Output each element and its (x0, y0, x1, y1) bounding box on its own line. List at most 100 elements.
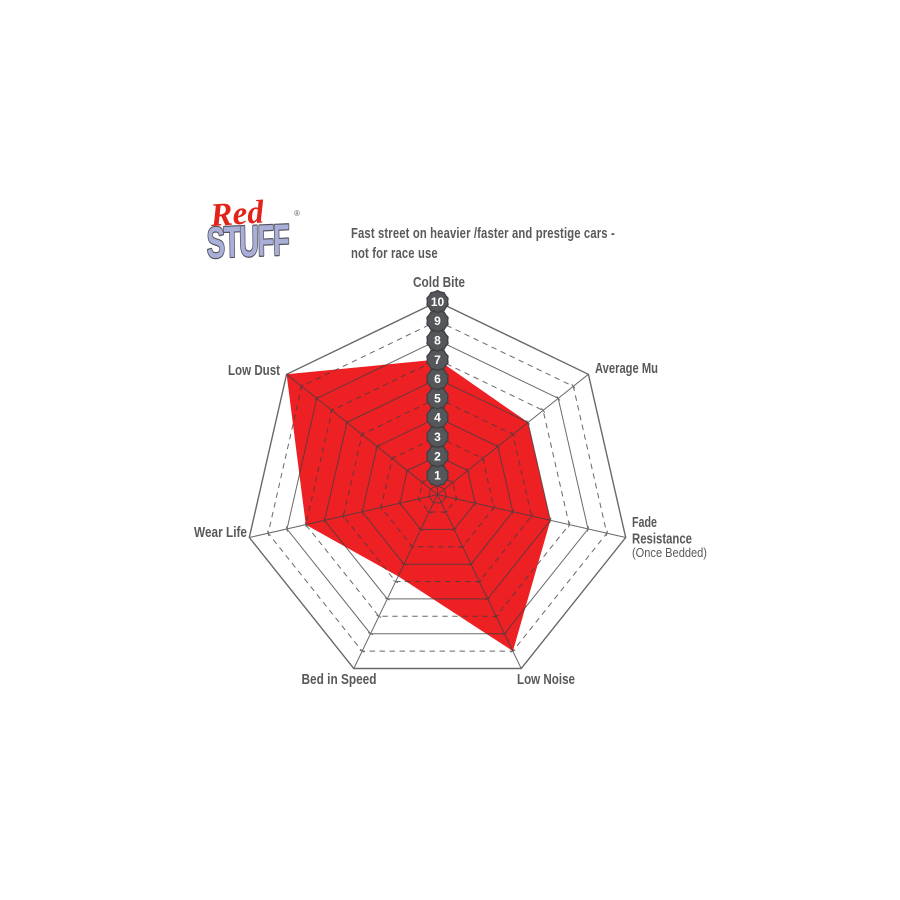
rating-polygon (286, 359, 551, 652)
scale-badge-10 (426, 289, 449, 314)
scale-badge-8 (426, 328, 449, 352)
ring-tick (541, 407, 546, 413)
ring-tick (344, 420, 349, 425)
ring-tick (587, 526, 590, 532)
ring-tick (420, 480, 425, 485)
ring-tick (480, 456, 485, 461)
ring-tick (493, 614, 499, 618)
ring-tick (465, 468, 470, 473)
axis-label-low-dust: Low Dust (228, 362, 280, 379)
ring-tick (474, 500, 477, 506)
grid-ring-7 (305, 358, 570, 617)
redstuff-logo: STUFF Red ® (201, 191, 321, 275)
scale-badge-2 (426, 444, 449, 468)
ring-tick (359, 649, 365, 653)
ring-tick (376, 614, 382, 618)
grid-ring-4 (361, 416, 514, 565)
ring-tick (549, 517, 552, 524)
ring-tick (571, 383, 576, 389)
ring-tick (304, 521, 307, 528)
ring-tick (285, 526, 288, 532)
ring-tick (426, 510, 432, 514)
ring-tick (495, 444, 500, 449)
axis-sublabel-fade-resistance: (Once Bedded) (632, 545, 707, 560)
grid-ring-2 (399, 455, 476, 530)
scale-badge-label-10: 10 (431, 295, 445, 309)
ring-tick (375, 444, 380, 449)
scale-badge-label-7: 7 (434, 353, 441, 367)
ring-tick (409, 545, 415, 549)
ring-tick (443, 510, 449, 514)
grid-ring-10 (248, 300, 627, 670)
ring-tick (568, 521, 571, 528)
ring-tick (460, 545, 466, 549)
ring-tick (405, 468, 410, 473)
ring-tick (476, 579, 482, 584)
scale-badge-5 (426, 386, 449, 410)
ring-tick (314, 395, 319, 401)
scale-badge-7 (426, 347, 449, 372)
grid-ring-8 (286, 339, 589, 635)
scale-badge-label-3: 3 (434, 430, 441, 444)
scale-badge-label-2: 2 (434, 449, 441, 463)
ring-tick (450, 480, 455, 485)
description-line-1: Fast street on heavier /faster and prest… (351, 225, 615, 242)
ring-tick (417, 496, 420, 502)
redstuff-logo-svg: STUFF Red ® (205, 194, 300, 268)
scale-badge-label-4: 4 (434, 411, 441, 425)
ring-tick (299, 383, 304, 389)
ring-tick (380, 504, 383, 511)
description-line-2: not for race use (351, 245, 438, 262)
ring-tick (390, 456, 395, 461)
ring-tick (485, 597, 491, 601)
ring-tick (360, 432, 365, 437)
axis-label-cold-bite: Cold Bite (413, 274, 465, 291)
ring-tick (511, 509, 514, 515)
scale-badges: 1 2 3 4 5 6 7 8 9 10 (426, 289, 449, 487)
scale-badge-label-1: 1 (434, 469, 441, 483)
ring-tick (393, 579, 399, 584)
ring-tick (361, 509, 364, 515)
ring-tick (267, 530, 270, 536)
ring-tick (418, 527, 424, 531)
ring-tick (329, 407, 334, 413)
ring-tick (401, 562, 407, 566)
logo-stuff-text: STUFF (206, 215, 289, 268)
scale-badge-3 (426, 425, 449, 449)
grid-ring-5 (342, 397, 533, 582)
grid-ring-6 (324, 378, 551, 600)
ring-tick (323, 517, 326, 524)
chart-description: Fast street on heavier /faster and prest… (351, 224, 615, 264)
ring-tick (492, 504, 495, 511)
scale-badge-9 (426, 309, 449, 333)
ring-tick (501, 632, 508, 636)
ring-tick (367, 632, 374, 636)
ring-tick (510, 432, 515, 437)
scale-badge-4 (426, 405, 449, 430)
scale-badge-label-8: 8 (434, 334, 441, 348)
ring-tick (342, 513, 345, 519)
ring-tick (526, 420, 531, 425)
ring-tick (468, 562, 474, 566)
scale-badge-label-9: 9 (434, 314, 441, 328)
scale-badge-label-5: 5 (434, 391, 441, 405)
ring-tick (510, 649, 516, 653)
scale-badge-1 (426, 463, 449, 487)
ring-tick (398, 500, 401, 506)
center-heptagon (428, 485, 447, 504)
axis-label-fade-resistance-line-1: Fade (632, 514, 657, 531)
axis-label-average-mu: Average Mu (595, 360, 658, 377)
axis-label-bed-in-speed: Bed in Speed (302, 671, 377, 688)
ring-tick (455, 496, 458, 502)
axis-label-wear-life: Wear Life (194, 524, 247, 541)
registered-trademark-icon: ® (294, 209, 300, 218)
ring-tick (556, 395, 561, 401)
grid-ring-3 (380, 436, 495, 548)
axis-label-fade-resistance-line-2: Resistance (632, 531, 692, 548)
ring-tick (530, 513, 533, 519)
ring-tick (451, 527, 457, 531)
ring-tick (384, 597, 390, 601)
